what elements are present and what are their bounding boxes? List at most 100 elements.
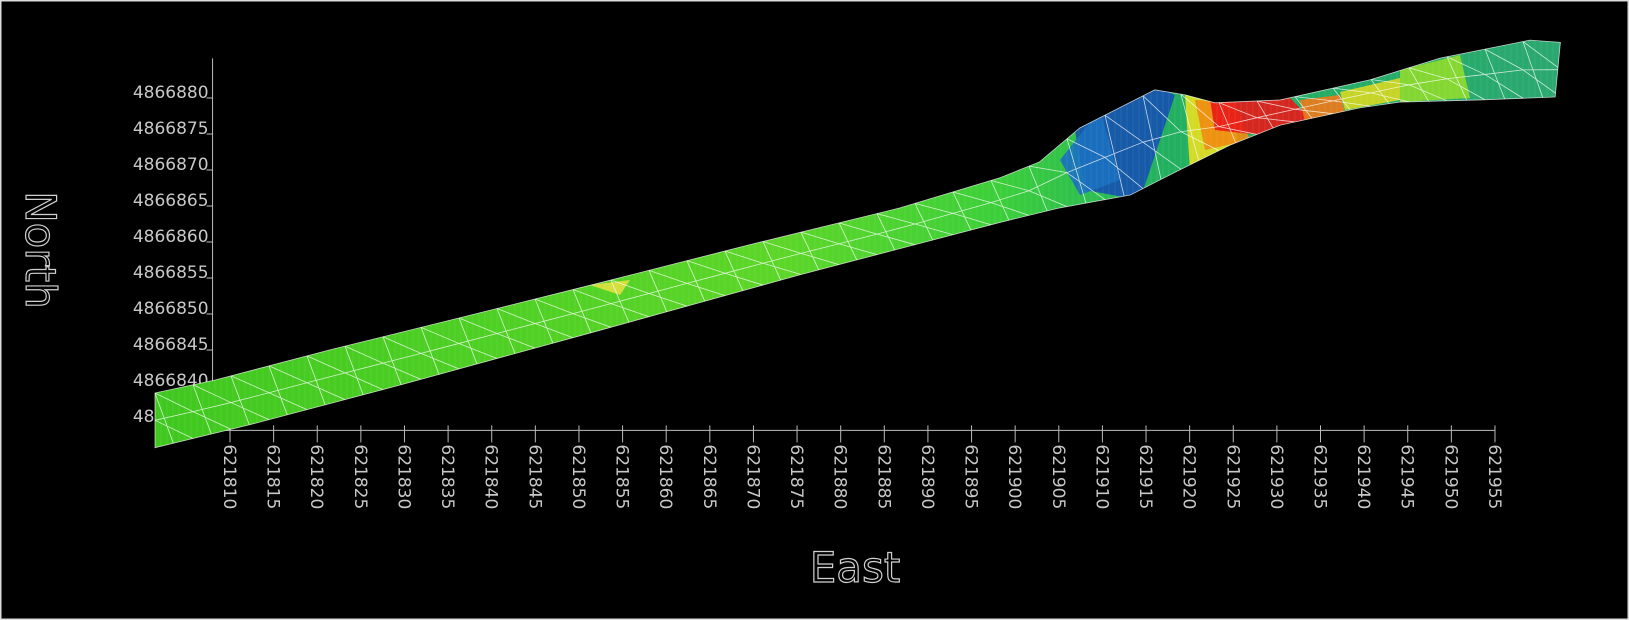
mesh-line (1066, 172, 1106, 200)
mesh-line (534, 298, 574, 314)
mesh-line (1028, 165, 1050, 216)
mesh-line (458, 333, 498, 344)
surface (154, 39, 1561, 449)
mesh-line (876, 213, 916, 225)
x-tick-label: 621850 (568, 444, 588, 509)
mesh-line (382, 336, 422, 354)
x-tick-label: 621915 (1135, 444, 1155, 509)
mesh-line (230, 375, 270, 394)
mesh-line (838, 222, 860, 265)
mesh-line (268, 365, 308, 384)
mesh-line (1104, 157, 1144, 189)
mesh-line (800, 243, 840, 254)
x-tick-label: 621895 (961, 444, 981, 509)
mesh-line (914, 212, 954, 225)
mesh-line (1446, 78, 1486, 101)
mesh-line (762, 241, 802, 254)
mesh-line (1370, 84, 1410, 94)
mesh-line (306, 372, 346, 384)
mesh-line (686, 260, 708, 307)
mesh-line (1370, 92, 1410, 103)
mesh-line (1218, 102, 1258, 119)
mesh-line (268, 365, 290, 420)
mesh-line (686, 272, 726, 284)
mesh-line (1218, 117, 1258, 127)
mesh-line (1446, 74, 1486, 80)
x-tick-label: 621920 (1179, 444, 1199, 509)
y-tick-label: 4866880 (133, 83, 209, 103)
mesh-line (1142, 131, 1182, 143)
x-tick-label: 621935 (1310, 444, 1330, 509)
mesh-line (838, 233, 878, 245)
x-tick-label: 621955 (1484, 444, 1504, 509)
mesh-line (952, 191, 974, 235)
mesh-line (1408, 84, 1448, 102)
mesh-line (420, 352, 460, 370)
mesh-line (1142, 95, 1164, 189)
mesh-line (534, 298, 556, 349)
mesh-line (1142, 141, 1182, 170)
mesh-line (1484, 69, 1524, 75)
mesh-line (724, 262, 764, 274)
mesh-line (1332, 100, 1372, 107)
mesh-line (1522, 41, 1561, 71)
mesh-line (420, 327, 442, 380)
mesh-line (572, 313, 612, 328)
axes: 4866835486684048668454866850486685548668… (133, 58, 1504, 509)
x-tick-label: 621815 (263, 444, 283, 509)
mesh-line (610, 293, 650, 305)
x-tick-label: 621865 (699, 444, 719, 509)
mesh-line (990, 202, 1030, 216)
mesh-line (1066, 157, 1106, 174)
x-tick-label: 621885 (873, 444, 893, 509)
mesh-line (1332, 87, 1354, 114)
mesh-line (306, 382, 346, 400)
y-axis-title: North (16, 191, 65, 308)
mesh-line (154, 411, 194, 421)
mesh-line (838, 222, 878, 235)
mesh-line (1028, 165, 1068, 174)
mesh-line (990, 180, 1030, 192)
mesh-line (1294, 96, 1316, 123)
surface-edge (154, 39, 1561, 449)
mesh-line (648, 269, 688, 284)
mesh-line (1408, 67, 1448, 80)
mesh-line (1484, 48, 1524, 71)
mesh-line (306, 355, 346, 374)
mesh-line (648, 283, 688, 294)
mesh-line (230, 375, 252, 430)
mesh-line (496, 308, 536, 324)
mesh-line (952, 202, 992, 214)
y-tick-label: 4866855 (133, 263, 209, 283)
x-tick-label: 621810 (219, 444, 239, 509)
mesh-line (1294, 96, 1334, 102)
mesh-line (1028, 172, 1068, 192)
mesh-line (686, 283, 726, 296)
mesh-line (1256, 117, 1296, 123)
mesh-line (914, 223, 954, 236)
mesh-line (610, 279, 650, 294)
x-tick-label: 621840 (481, 444, 501, 509)
x-tick-label: 621860 (655, 444, 675, 509)
x-tick-label: 621890 (917, 444, 937, 509)
x-tick-label: 621925 (1222, 444, 1242, 509)
mesh-line (1104, 115, 1126, 200)
x-tick-label: 621835 (437, 444, 457, 509)
mesh-line (914, 203, 954, 214)
mesh-line (1294, 100, 1334, 110)
color-patch (1060, 110, 1120, 195)
mesh-line (876, 213, 898, 255)
mesh-line (800, 231, 822, 275)
x-tick-label: 621950 (1440, 444, 1460, 509)
mesh-line (724, 250, 764, 264)
mesh-line (382, 336, 404, 390)
mesh-line (724, 250, 746, 296)
mesh-line (1522, 69, 1561, 98)
mesh-line (192, 384, 232, 403)
color-patch (1300, 95, 1345, 122)
mesh-line (1180, 94, 1202, 170)
mesh-line (724, 272, 764, 286)
mesh-line (344, 345, 384, 364)
color-patch (1400, 55, 1470, 102)
